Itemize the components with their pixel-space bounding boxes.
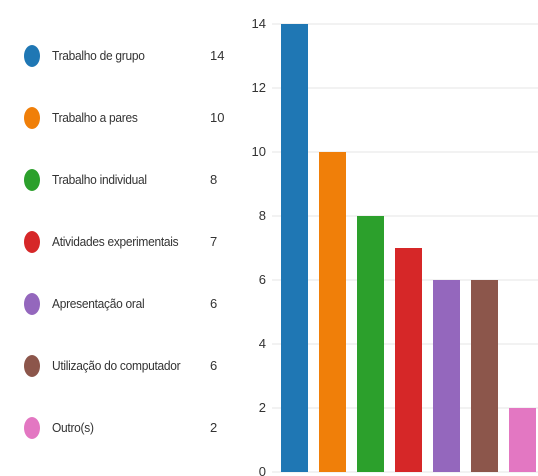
legend-value: 6 xyxy=(210,296,218,311)
legend-value: 14 xyxy=(210,48,225,63)
legend-swatch xyxy=(24,107,40,129)
y-tick-label: 0 xyxy=(259,464,266,476)
legend-swatch xyxy=(24,169,40,191)
legend-label: Utilização do computador xyxy=(52,358,181,373)
y-tick-label: 12 xyxy=(252,80,266,95)
legend-label: Trabalho de grupo xyxy=(52,48,145,63)
legend-item: Apresentação oral 6 xyxy=(24,290,234,318)
bar xyxy=(319,152,346,472)
bars xyxy=(281,24,536,472)
legend-item: Outro(s) 2 xyxy=(24,414,234,442)
legend-item: Trabalho de grupo 14 xyxy=(24,42,234,70)
y-tick-label: 2 xyxy=(259,400,266,415)
bar xyxy=(395,248,422,472)
legend-swatch xyxy=(24,293,40,315)
legend-value: 10 xyxy=(210,110,225,125)
legend-label: Outro(s) xyxy=(52,420,94,435)
legend-swatch xyxy=(24,45,40,67)
legend-value: 8 xyxy=(210,172,218,187)
legend-label: Apresentação oral xyxy=(52,296,145,311)
legend-label: Trabalho individual xyxy=(52,172,147,187)
legend-label: Atividades experimentais xyxy=(52,234,179,249)
legend-label: Trabalho a pares xyxy=(52,110,138,125)
legend-item: Utilização do computador 6 xyxy=(24,352,234,380)
bar xyxy=(357,216,384,472)
legend-item: Trabalho individual 8 xyxy=(24,166,234,194)
y-tick-label: 4 xyxy=(259,336,266,351)
y-axis-ticks: 0 2 4 6 8 10 12 14 xyxy=(252,16,266,476)
bar xyxy=(433,280,460,472)
legend-swatch xyxy=(24,231,40,253)
y-tick-label: 8 xyxy=(259,208,266,223)
y-tick-label: 10 xyxy=(252,144,266,159)
legend-swatch xyxy=(24,417,40,439)
y-tick-label: 6 xyxy=(259,272,266,287)
legend-swatch xyxy=(24,355,40,377)
bar xyxy=(471,280,498,472)
bar xyxy=(509,408,536,472)
bar xyxy=(281,24,308,472)
y-tick-label: 14 xyxy=(252,16,266,31)
legend-value: 6 xyxy=(210,358,218,373)
legend-value: 2 xyxy=(210,420,218,435)
legend-item: Atividades experimentais 7 xyxy=(24,228,234,256)
legend-value: 7 xyxy=(210,234,218,249)
chart-legend: Trabalho de grupo 14 Trabalho a pares 10 Tra… xyxy=(0,0,240,476)
legend-item: Trabalho a pares 10 xyxy=(24,104,234,132)
